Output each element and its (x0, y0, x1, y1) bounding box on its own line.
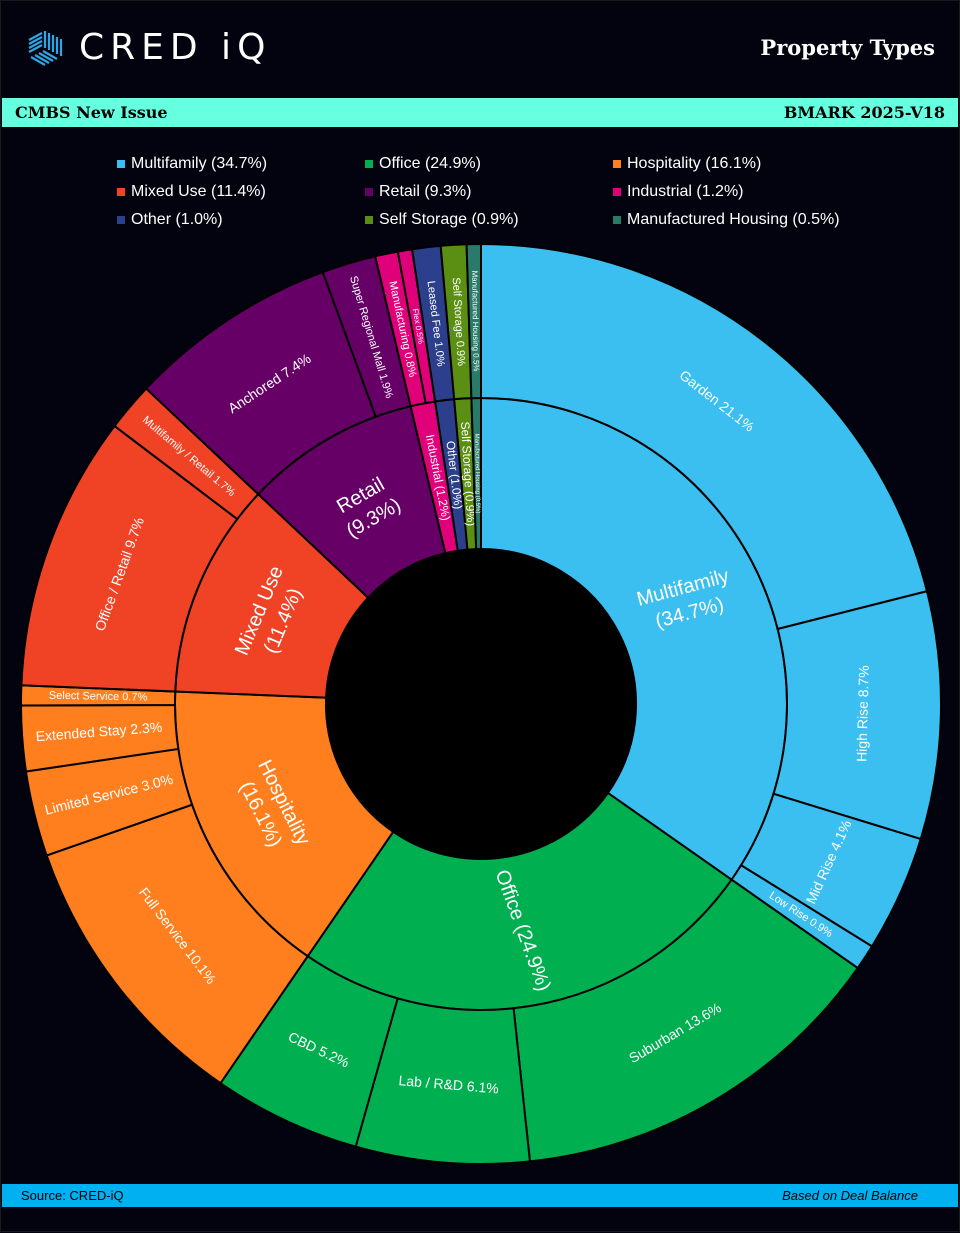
inner-segment-label: Manufactured Housing (0.5%) (473, 434, 480, 514)
legend-swatch (117, 215, 125, 224)
legend-label: Hospitality (16.1%) (627, 154, 762, 172)
legend-item: Mixed Use (11.4%) (117, 182, 365, 201)
legend-item: Other (1.0%) (117, 210, 365, 229)
legend-item: Multifamily (34.7%) (117, 154, 365, 173)
legend-label: Mixed Use (11.4%) (131, 182, 266, 200)
legend-label: Retail (9.3%) (379, 182, 472, 200)
brand-logo: CRED iQ (25, 27, 271, 68)
legend-label: Multifamily (34.7%) (131, 154, 268, 172)
page-title: Property Types (760, 35, 935, 60)
outer-segment-label: Self Storage 0.9% (450, 277, 467, 366)
legend-item: Industrial (1.2%) (613, 182, 877, 201)
cube-logo-icon (28, 30, 63, 66)
legend-swatch (613, 215, 621, 224)
chart-legend: Multifamily (34.7%) Office (24.9%) Hospita… (117, 154, 877, 229)
legend-swatch (365, 159, 373, 168)
legend-item: Self Storage (0.9%) (365, 210, 613, 229)
outer-segment-label: Select Service 0.7% (49, 690, 148, 704)
legend-label: Office (24.9%) (379, 154, 481, 172)
outer-segment-label: Manufactured Housing 0.5% (470, 271, 481, 372)
legend-item: Manufactured Housing (0.5%) (613, 210, 877, 229)
legend-swatch (613, 187, 621, 196)
legend-label: Other (1.0%) (131, 210, 223, 228)
outer-segment-label: High Rise 8.7% (853, 665, 871, 762)
legend-item: Retail (9.3%) (365, 182, 613, 201)
legend-item: Office (24.9%) (365, 154, 613, 173)
legend-swatch (365, 215, 373, 224)
band-left-label: CMBS New Issue (15, 103, 168, 122)
brand-name: CRED iQ (79, 27, 272, 68)
band-right-label: BMARK 2025-V18 (783, 103, 945, 122)
legend-swatch (117, 187, 125, 196)
footer-band: Source: CRED-iQ Based on Deal Balance (2, 1184, 958, 1207)
legend-label: Self Storage (0.9%) (379, 210, 519, 228)
outer-segment-garden (480, 242, 929, 631)
legend-label: Manufactured Housing (0.5%) (627, 210, 840, 228)
subtitle-band: CMBS New Issue BMARK 2025-V18 (2, 98, 958, 127)
legend-swatch (613, 159, 621, 168)
basis-label: Based on Deal Balance (782, 1188, 918, 1203)
source-label: Source: CRED-iQ (21, 1188, 124, 1203)
legend-label: Industrial (1.2%) (627, 182, 744, 200)
legend-swatch (117, 159, 125, 168)
donut-hole (326, 549, 636, 859)
legend-swatch (365, 187, 373, 196)
legend-item: Hospitality (16.1%) (613, 154, 877, 173)
outer-segment-manufactured-housing (465, 242, 482, 400)
